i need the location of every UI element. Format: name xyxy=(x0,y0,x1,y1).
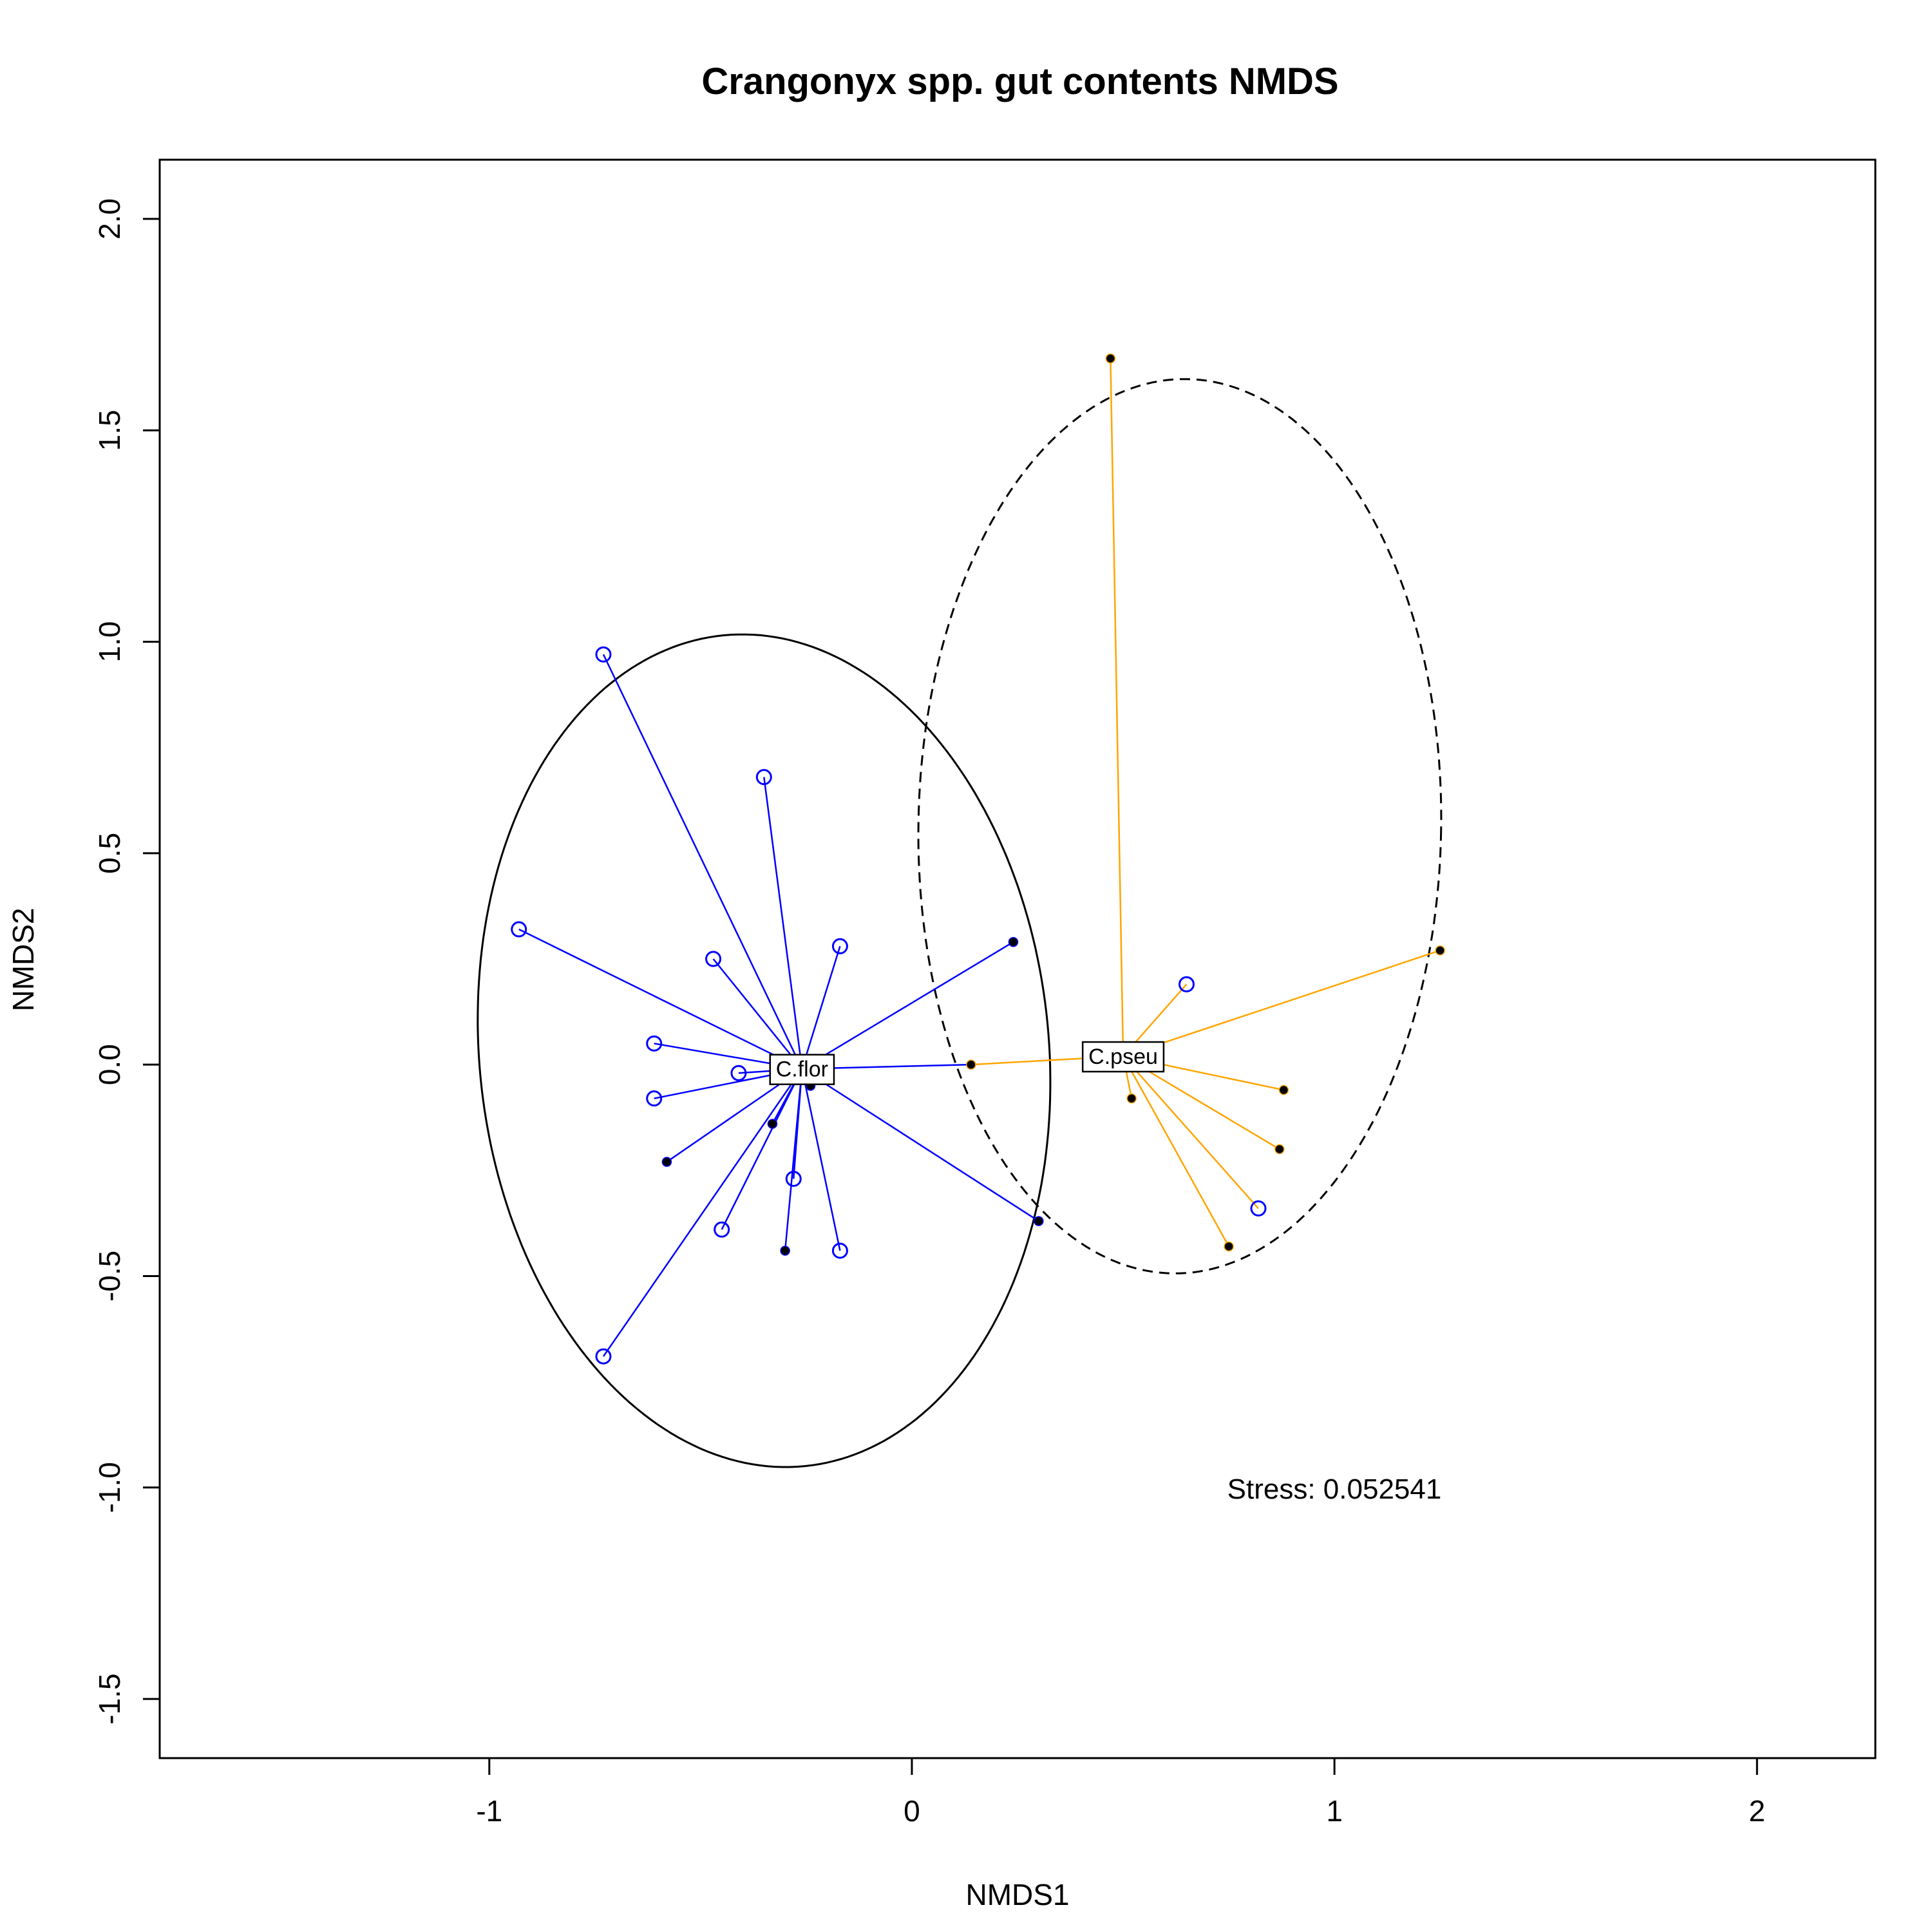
centroid-label-c-flor: C.flor xyxy=(776,1057,828,1082)
point-c-pseu-filled xyxy=(1105,353,1116,364)
spoke-c-flor xyxy=(602,1068,803,1357)
y-tick-label: -1.0 xyxy=(93,1462,126,1513)
x-tick-label: 1 xyxy=(1326,1794,1343,1828)
spoke-c-flor xyxy=(784,1068,803,1251)
ellipse-c-flor xyxy=(477,633,1052,1468)
ellipse-c-pseu xyxy=(917,378,1443,1274)
group-ellipses xyxy=(477,378,1443,1468)
spoke-c-flor xyxy=(721,1068,803,1230)
spoke-c-pseu xyxy=(1122,949,1441,1057)
y-tick-label: 2.0 xyxy=(93,198,126,240)
group-centroid-labels: C.flor C.pseu xyxy=(769,1041,1165,1085)
spoke-c-pseu xyxy=(1122,1056,1259,1209)
x-tick-label: -1 xyxy=(476,1794,502,1828)
y-tick-label: 0.5 xyxy=(93,833,126,874)
point-c-pseu-filled xyxy=(1126,1093,1137,1104)
point-c-flor-open xyxy=(595,646,612,663)
spoke-c-flor xyxy=(712,958,803,1070)
centroid-box-c-flor xyxy=(769,1054,835,1085)
x-tick-label: 0 xyxy=(904,1794,920,1828)
point-c-flor-open xyxy=(511,921,527,938)
spoke-c-flor xyxy=(801,1068,1039,1222)
point-c-pseu-filled xyxy=(1224,1241,1234,1252)
point-c-pseu-filled xyxy=(1435,945,1445,956)
spoke-c-flor xyxy=(801,945,841,1070)
spoke-c-pseu xyxy=(1110,358,1124,1057)
spoke-c-flor xyxy=(602,654,803,1070)
stress-annotation: Stress: 0.052541 xyxy=(1227,1473,1442,1505)
point-c-flor-filled xyxy=(1008,936,1019,947)
point-c-pseu-filled xyxy=(1278,1084,1289,1095)
y-tick-label: -1.5 xyxy=(93,1673,126,1724)
y-tick-label: 1.0 xyxy=(93,621,126,663)
point-c-flor-filled xyxy=(1034,1216,1044,1226)
point-c-pseu-filled xyxy=(966,1059,976,1070)
y-tick-label: -0.5 xyxy=(93,1251,126,1302)
x-axis: -1 0 1 2 xyxy=(476,1757,1765,1828)
point-c-flor-open xyxy=(831,1242,848,1259)
point-c-flor-filled xyxy=(661,1157,672,1167)
group-spokes xyxy=(518,358,1441,1357)
spoke-c-pseu xyxy=(1122,1056,1230,1247)
point-c-flor-open xyxy=(755,769,772,786)
point-c-flor-filled xyxy=(780,1245,790,1256)
y-tick-label: 0.0 xyxy=(93,1044,126,1085)
point-c-flor-filled xyxy=(767,1119,778,1129)
spoke-c-flor xyxy=(801,941,1014,1070)
centroid-label-c-pseu: C.pseu xyxy=(1088,1045,1158,1069)
point-c-flor-open xyxy=(705,951,722,967)
x-tick-label: 2 xyxy=(1748,1794,1765,1828)
centroid-box-c-pseu xyxy=(1081,1041,1165,1073)
spoke-c-flor xyxy=(518,928,802,1070)
point-c-flor-open xyxy=(730,1065,747,1081)
sample-points xyxy=(511,353,1445,1365)
point-c-flor-open xyxy=(785,1170,802,1187)
plot-frame xyxy=(158,158,1877,1759)
spoke-c-flor xyxy=(801,1068,841,1251)
point-c-flor-open xyxy=(646,1035,663,1052)
y-tick-label: 1.5 xyxy=(93,410,126,451)
point-c-pseu-open xyxy=(1250,1200,1267,1217)
point-c-flor-open xyxy=(831,938,848,954)
chart-title: Crangonyx spp. gut contents NMDS xyxy=(701,61,1338,102)
point-c-pseu-open xyxy=(1178,976,1195,992)
spoke-c-flor xyxy=(763,777,803,1069)
point-c-flor-open xyxy=(595,1348,612,1365)
point-c-flor-open xyxy=(714,1221,730,1238)
point-c-flor-open xyxy=(646,1090,663,1107)
point-c-pseu-filled xyxy=(1274,1144,1285,1155)
y-axis-label: NMDS2 xyxy=(6,907,40,1011)
y-axis: -1.5 -1.0 -0.5 0.0 0.5 1.0 1.5 2.0 xyxy=(93,198,161,1725)
x-axis-label: NMDS1 xyxy=(965,1878,1069,1911)
